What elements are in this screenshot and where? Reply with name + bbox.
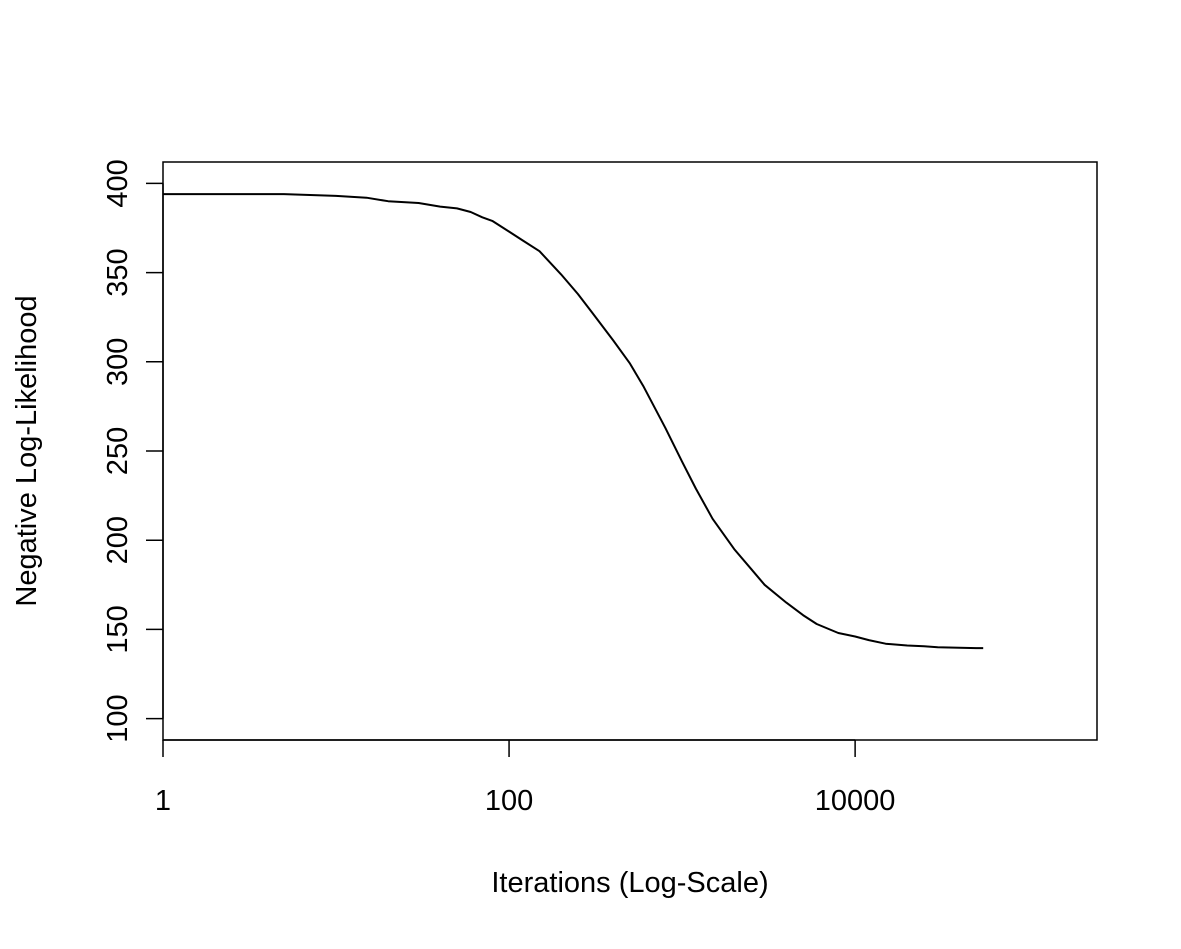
x-tick-label: 1 [155,785,171,817]
y-tick-label: 200 [102,516,134,564]
x-axis: 1 100 10000 [155,739,896,817]
y-axis-label: Negative Log-Likelihood [11,295,43,606]
x-tick-label: 10000 [815,785,896,817]
y-axis: 100 150 200 250 300 350 400 [102,159,164,743]
plot-frame [162,161,1098,741]
y-tick-label: 250 [102,427,134,475]
y-tick-label: 400 [102,159,134,207]
y-tick-label: 300 [102,338,134,386]
series-line [163,193,984,650]
y-tick-label: 100 [102,694,134,742]
x-axis-label: Iterations (Log-Scale) [491,867,768,899]
series-group [163,193,984,650]
y-tick-label: 350 [102,248,134,296]
y-tick-label: 150 [102,605,134,653]
x-tick-label: 100 [485,785,533,817]
